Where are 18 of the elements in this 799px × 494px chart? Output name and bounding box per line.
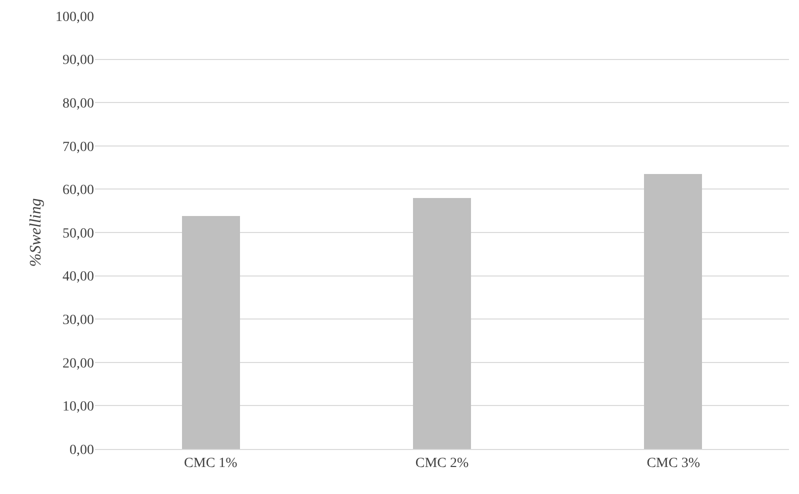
y-tick-label: 70,00: [62, 140, 94, 155]
x-tick-label: CMC 1%: [184, 456, 238, 471]
bar: [182, 216, 240, 449]
y-tick-label: 50,00: [62, 226, 94, 242]
x-tick-label: CMC 3%: [646, 456, 700, 471]
y-tick-label: 100,00: [56, 10, 94, 25]
y-tick-label: 30,00: [62, 313, 94, 328]
y-tick-label: 90,00: [62, 53, 94, 68]
y-tick-label: 10,00: [62, 400, 94, 415]
y-tick-label: 0,00: [70, 442, 94, 458]
y-tick-label: 80,00: [62, 96, 94, 112]
x-tick-label: CMC 2%: [415, 456, 469, 471]
y-tick-label: 60,00: [62, 183, 94, 198]
y-axis-title: %Swelling: [27, 198, 44, 267]
bar: [413, 198, 471, 449]
bar: [644, 174, 702, 449]
y-tick-label: 40,00: [62, 270, 94, 285]
y-tick-label: 20,00: [62, 356, 94, 372]
